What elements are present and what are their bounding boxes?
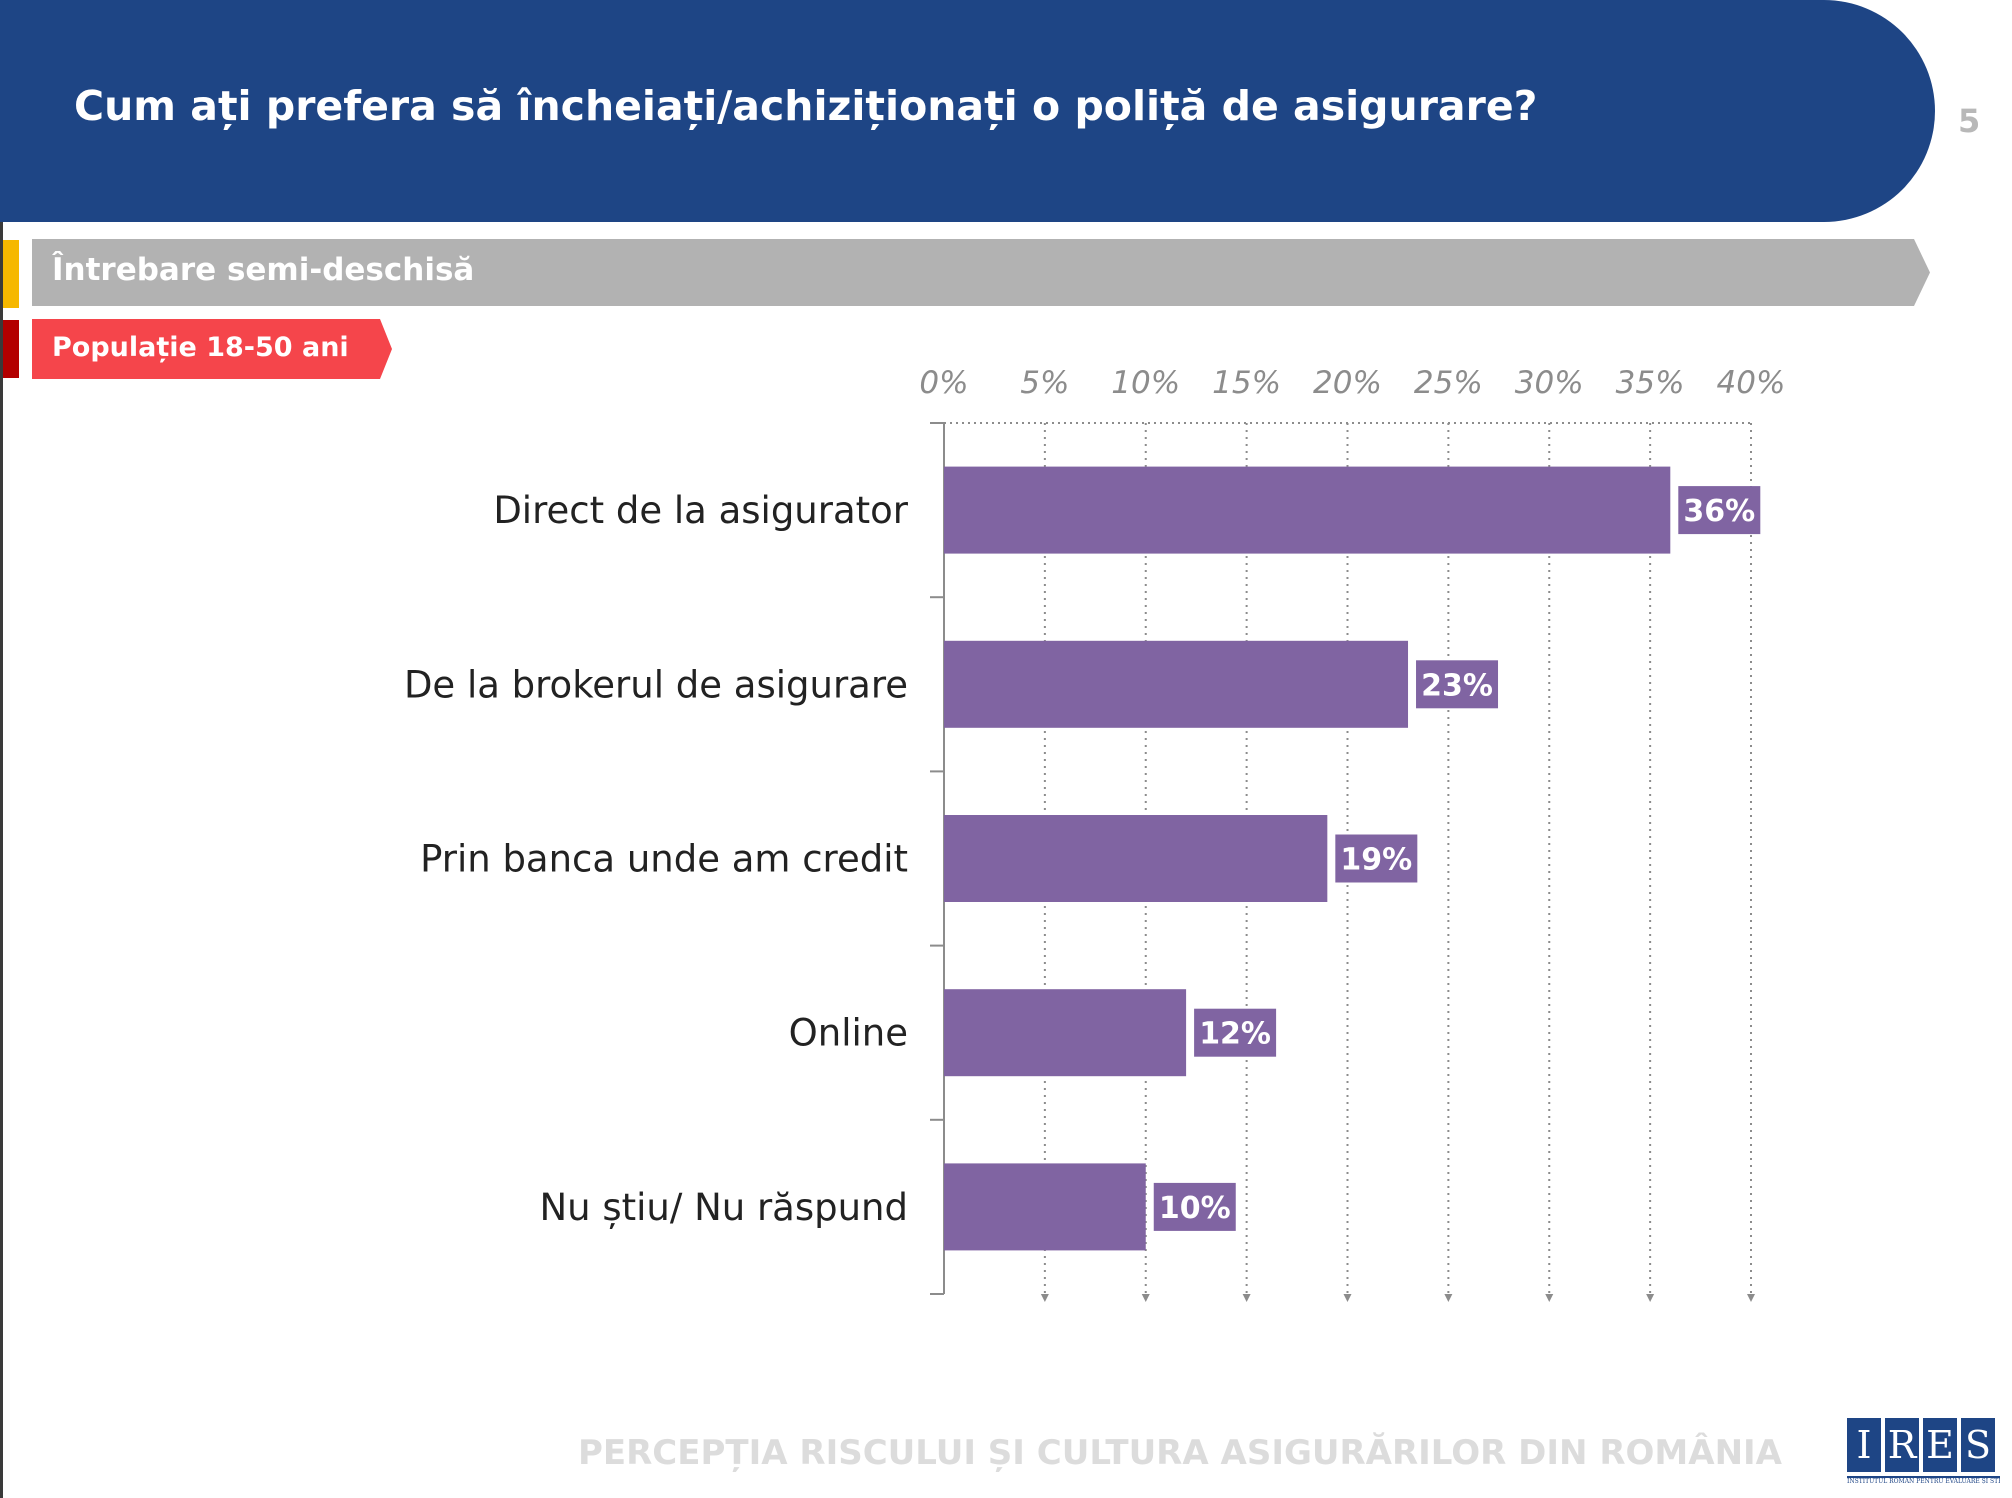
x-tick-labels: 0% 5% 10% 15% 20% 25% 30% 35% 40% (919, 365, 1785, 401)
bars (944, 466, 1671, 1251)
value-label: 23% (1421, 668, 1493, 703)
category-label: De la brokerul de asigurare (404, 663, 908, 706)
x-tick-label: 20% (1313, 365, 1382, 401)
gridline-arrow (1444, 1294, 1453, 1302)
value-label: 36% (1683, 494, 1755, 529)
population-tag: Populație 18-50 ani (32, 319, 392, 379)
gridline-arrow (1141, 1294, 1150, 1302)
ires-logo: I R E S INSTITUTUL ROMÂN PENTRU EVALUARE… (1847, 1418, 2000, 1494)
logo-letter: I (1847, 1418, 1881, 1472)
x-tick-label: 5% (1020, 365, 1069, 401)
value-label: 10% (1159, 1191, 1231, 1226)
value-label: 19% (1340, 843, 1412, 878)
red-marker (3, 320, 19, 378)
category-labels: Direct de la asigurator De la brokerul de… (404, 489, 909, 1229)
bar (944, 989, 1187, 1077)
page-number: 5 (1958, 102, 1981, 140)
gridline-arrow (1343, 1294, 1352, 1302)
value-label-box (1678, 486, 1761, 535)
x-tick-label: 25% (1414, 365, 1483, 401)
bar (944, 640, 1409, 728)
category-label: Online (789, 1012, 908, 1055)
category-label: Prin banca unde am credit (420, 838, 908, 881)
value-label-box (1194, 1008, 1277, 1057)
yellow-marker (3, 240, 19, 308)
value-label: 12% (1199, 1017, 1271, 1052)
left-edge-line (0, 0, 3, 1498)
x-tick-label: 30% (1515, 365, 1584, 401)
logo-letter: E (1923, 1418, 1957, 1472)
logo-letter: R (1885, 1418, 1919, 1472)
category-label: Nu știu/ Nu răspund (539, 1186, 908, 1229)
question-type-label: Întrebare semi-deschisă (52, 252, 475, 288)
gridline-arrow (1545, 1294, 1554, 1302)
x-tick-label: 10% (1111, 365, 1180, 401)
bar (944, 815, 1328, 902)
gridline-arrow (1747, 1294, 1755, 1302)
gridline-arrow (1040, 1294, 1049, 1302)
x-tick-label: 15% (1212, 365, 1281, 401)
question-type-tag: Întrebare semi-deschisă (32, 239, 1930, 306)
value-label-box (1335, 834, 1418, 883)
value-label-box (1416, 660, 1499, 709)
header-banner: Cum ați prefera să încheiați/achiziționa… (0, 0, 1935, 222)
bar (944, 466, 1671, 554)
footer-title: PERCEPȚIA RISCULUI ȘI CULTURA ASIGURĂRIL… (577, 1433, 1782, 1473)
logo-subtitle: INSTITUTUL ROMÂN PENTRU EVALUARE ȘI STRA… (1847, 1476, 2000, 1484)
gridline-arrow (1242, 1294, 1251, 1302)
value-label-box (1153, 1182, 1236, 1231)
bar (944, 1163, 1146, 1251)
x-tick-label: 40% (1717, 365, 1786, 401)
x-tick-label: 35% (1616, 365, 1685, 401)
gridline-arrow (1646, 1294, 1655, 1302)
logo-letter: S (1961, 1418, 1995, 1472)
page-title: Cum ați prefera să încheiați/achiziționa… (74, 82, 1538, 130)
x-tick-label: 0% (919, 365, 968, 401)
value-labels: 36% 23% 19% 12% 10% (1153, 486, 1761, 1231)
population-label: Populație 18-50 ani (52, 332, 349, 363)
category-label: Direct de la asigurator (493, 489, 908, 532)
